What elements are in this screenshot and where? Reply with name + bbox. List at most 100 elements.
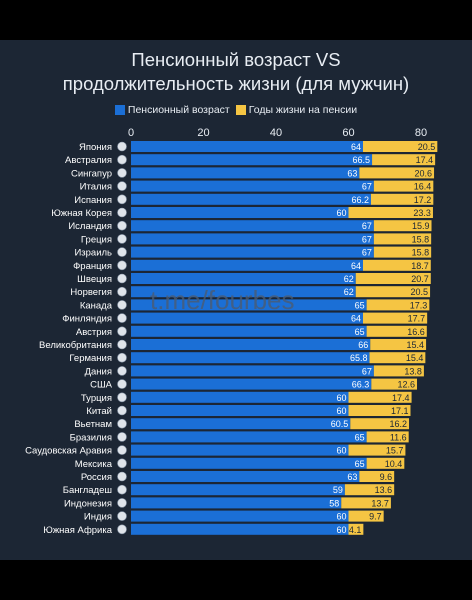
data-label-years: 15.9 [412,221,430,231]
flag-icon [117,260,127,271]
category-label: Китай [86,406,112,417]
category-label: Италия [80,182,112,193]
bar-years [363,141,438,152]
data-label-retirement: 66.3 [352,380,370,390]
flag-icon [117,326,127,337]
flag-icon [117,392,127,403]
bar-years [344,484,395,496]
category-label: Австралия [65,155,112,166]
data-label-years: 20.5 [418,142,436,152]
data-label-years: 17.4 [416,155,434,165]
category-label: Россия [81,472,112,483]
bar-retirement [131,405,349,416]
flag-icon [117,154,127,165]
data-label-years: 16.2 [390,419,408,429]
legend-swatch-retirement [114,105,125,115]
data-label-retirement: 66.5 [353,155,371,165]
bar-retirement [131,457,367,469]
category-label: Исландия [68,221,112,232]
flag-icon [117,141,127,152]
bar-retirement [131,352,370,364]
x-tick-label: 60 [342,127,354,139]
flag-icon [117,300,127,310]
bar-retirement [131,471,360,482]
category-label: Канада [80,300,113,311]
bar-retirement [131,273,356,284]
bar-retirement [131,510,349,522]
bar-retirement [131,207,349,218]
category-label: Индия [84,512,112,523]
data-label-years: 17.1 [391,406,409,416]
flag-icon [117,313,127,323]
flag-icon [117,366,127,376]
bar-years [370,193,434,205]
data-label-years: 17.3 [410,300,428,310]
category-label: Греция [81,234,112,245]
chart-legend: Пенсионный возраст Годы жизни на пенсии [0,104,472,116]
data-label-years: 12.6 [397,380,415,390]
data-label-retirement: 65 [355,432,365,442]
data-label-retirement: 67 [362,182,372,192]
data-label-retirement: 62 [344,287,354,297]
data-label-years: 15.4 [406,353,424,363]
bar-years [373,180,434,192]
bar-retirement [131,180,374,192]
data-label-years: 20.6 [415,168,433,178]
data-label-years: 9.6 [380,472,393,482]
category-label: Австрия [76,327,112,338]
bar-retirement [131,431,367,443]
bar-years [370,339,427,350]
flag-icon [117,207,127,218]
data-label-retirement: 66 [358,340,368,350]
bar-years [369,352,426,364]
data-label-years: 17.4 [392,393,410,403]
data-label-retirement: 63 [347,168,357,178]
watermark-text: t.me/fourbes [150,285,295,315]
data-label-retirement: 67 [362,234,372,244]
bar-retirement [131,391,349,403]
flag-icon [117,458,127,469]
bar-years [373,365,424,377]
category-label: Мексика [75,459,113,470]
data-label-years: 20.7 [411,274,429,284]
category-label: Швеция [77,274,112,285]
data-label-retirement: 60 [336,208,346,218]
legend-item-years: Годы жизни на пенсии [235,104,357,116]
bar-years [363,312,428,324]
flag-icon [117,194,127,205]
bar-retirement [131,497,342,509]
bar-years [366,299,430,311]
data-label-retirement: 65 [355,327,365,337]
flag-icon [117,471,127,482]
data-label-retirement: 63 [347,472,357,482]
legend-label-retirement: Пенсионный возраст [127,104,230,116]
data-label-retirement: 67 [362,248,372,258]
legend-item-retirement: Пенсионный возраст [114,104,230,116]
data-label-retirement: 67 [362,221,372,231]
data-label-years: 13.6 [375,485,393,495]
bar-years [355,273,431,284]
flag-icon [117,339,127,350]
category-label: Германия [69,353,112,364]
bar-years [366,457,405,469]
data-label-retirement: 62 [344,274,354,284]
flag-icon [117,418,127,429]
flag-icon [117,352,127,363]
category-label: Франция [73,261,112,272]
data-label-years: 18.7 [411,261,429,271]
x-tick-label: 20 [197,127,209,139]
bar-years [341,497,391,509]
flag-icon [117,286,127,297]
category-label: Норвегия [70,287,112,298]
category-label: Испания [74,195,112,206]
data-label-years: 15.4 [407,340,425,350]
data-label-years: 17.7 [408,314,426,324]
category-label: Бразилия [70,432,112,443]
x-tick-label: 80 [415,127,427,139]
category-label: Индонезия [64,498,112,509]
data-label-retirement: 64 [351,261,361,271]
bar-retirement [131,325,367,337]
bar-retirement [131,233,374,245]
bar-years [371,378,418,390]
data-label-years: 4.1 [349,525,362,535]
